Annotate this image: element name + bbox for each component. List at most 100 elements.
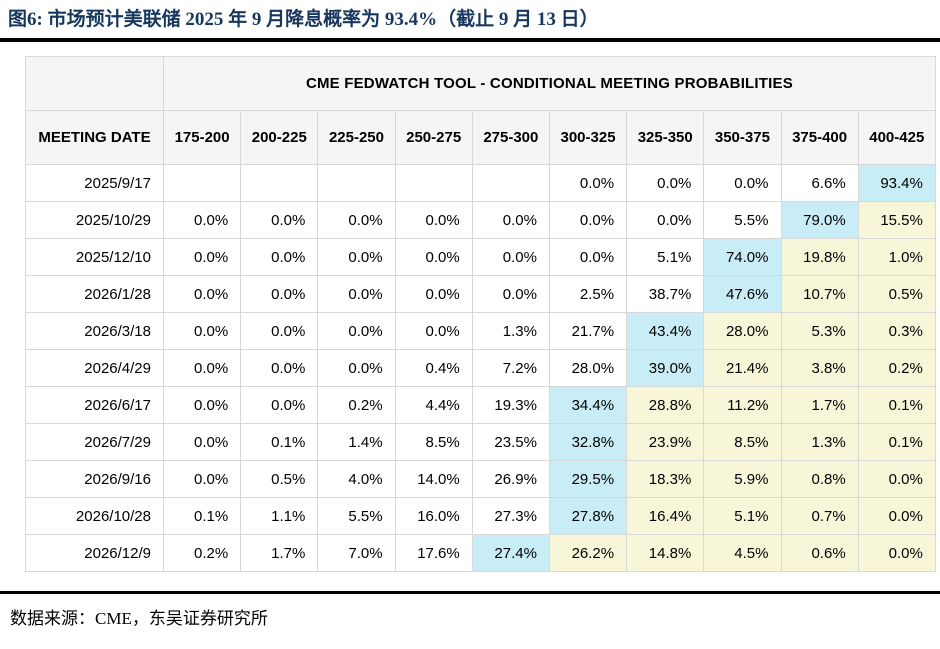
- probability-cell: 18.3%: [626, 460, 705, 498]
- probability-cell: 5.1%: [626, 238, 705, 276]
- probability-cell: 0.0%: [317, 312, 396, 350]
- probability-cell: [394, 164, 473, 202]
- data-source-note: 数据来源：CME，东吴证券研究所: [10, 609, 268, 628]
- probability-cell: 0.0%: [857, 497, 936, 535]
- probability-cell: 0.0%: [626, 164, 705, 202]
- probability-cell: 19.3%: [471, 386, 550, 424]
- probability-cell: 74.0%: [703, 238, 782, 276]
- meeting-date-cell: 2026/12/9: [25, 534, 164, 572]
- probability-cell: 5.5%: [317, 497, 396, 535]
- probability-cell: 16.0%: [394, 497, 473, 535]
- table-row: 2026/6/17 0.0% 0.0% 0.2% 4.4% 19.3% 34.4% 28.8%…: [25, 386, 936, 424]
- probability-cell: 0.6%: [780, 534, 859, 572]
- probability-cell: 93.4%: [857, 164, 936, 202]
- probability-cell: 0.0%: [240, 349, 319, 387]
- probability-cell: 6.6%: [780, 164, 859, 202]
- probability-cell: 17.6%: [394, 534, 473, 572]
- probability-cell: 2.5%: [548, 275, 628, 313]
- probability-cell: 0.0%: [162, 201, 242, 239]
- probability-cell: 0.2%: [857, 349, 936, 387]
- probability-cell: 0.1%: [240, 423, 319, 461]
- probability-cell: 0.1%: [857, 423, 936, 461]
- probability-cell: 16.4%: [626, 497, 705, 535]
- rate-bucket-header: 375-400: [780, 110, 859, 165]
- probability-cell: 28.0%: [548, 349, 628, 387]
- probability-cell: 0.0%: [394, 201, 473, 239]
- meeting-date-cell: 2025/9/17: [25, 164, 164, 202]
- probability-cell: 21.4%: [703, 349, 782, 387]
- rate-bucket-header: 225-250: [317, 110, 396, 165]
- probability-cell: 10.7%: [780, 275, 859, 313]
- probability-cell: 1.4%: [317, 423, 396, 461]
- meeting-date-cell: 2026/6/17: [25, 386, 164, 424]
- probability-cell: 0.0%: [703, 164, 782, 202]
- probability-cell: 0.0%: [162, 423, 242, 461]
- probability-cell: 0.0%: [240, 386, 319, 424]
- probability-cell: 1.3%: [471, 312, 550, 350]
- probability-cell: 28.8%: [626, 386, 705, 424]
- column-header-row: MEETING DATE 175-200 200-225 225-250 250-275…: [25, 110, 936, 165]
- probability-cell: 0.0%: [857, 460, 936, 498]
- table-row: 2026/4/29 0.0% 0.0% 0.0% 0.4% 7.2% 28.0% 39.0% 2…: [25, 349, 936, 387]
- table-row: 2025/10/29 0.0% 0.0% 0.0% 0.0% 0.0% 0.0% 0.0% 5.…: [25, 201, 936, 239]
- probability-cell: 14.8%: [626, 534, 705, 572]
- probability-cell: 5.1%: [703, 497, 782, 535]
- probability-cell: 0.0%: [162, 275, 242, 313]
- probability-cell: 7.0%: [317, 534, 396, 572]
- probability-cell: 29.5%: [548, 460, 628, 498]
- probability-cell: 0.0%: [162, 386, 242, 424]
- probability-cell: 23.5%: [471, 423, 550, 461]
- probability-cell: 26.2%: [548, 534, 628, 572]
- rate-bucket-header: 325-350: [626, 110, 705, 165]
- probability-cell: 0.2%: [162, 534, 242, 572]
- meeting-date-cell: 2026/7/29: [25, 423, 164, 461]
- probability-cell: 23.9%: [626, 423, 705, 461]
- probability-cell: 0.8%: [780, 460, 859, 498]
- table-row: 2026/12/9 0.2% 1.7% 7.0% 17.6% 27.4% 26.2% 14.8…: [25, 534, 936, 572]
- probability-cell: 27.8%: [548, 497, 628, 535]
- fedwatch-probabilities-table: CME FEDWATCH TOOL - CONDITIONAL MEETING …: [25, 56, 936, 572]
- probability-cell: 19.8%: [780, 238, 859, 276]
- table-row: 2026/7/29 0.0% 0.1% 1.4% 8.5% 23.5% 32.8% 23.9%…: [25, 423, 936, 461]
- probability-cell: 0.0%: [857, 534, 936, 572]
- rate-bucket-header: 350-375: [703, 110, 782, 165]
- probability-cell: 4.5%: [703, 534, 782, 572]
- probability-cell: 34.4%: [548, 386, 628, 424]
- probability-cell: [471, 164, 550, 202]
- probability-cell: 39.0%: [626, 349, 705, 387]
- table-row: 2025/9/17 0.0% 0.0% 0.0% 6.6% 93.4%: [25, 164, 936, 202]
- fedwatch-table-container: CME FEDWATCH TOOL - CONDITIONAL MEETING …: [25, 56, 940, 572]
- rate-bucket-header: 175-200: [162, 110, 242, 165]
- meeting-date-header: MEETING DATE: [25, 110, 164, 165]
- probability-cell: 0.0%: [162, 460, 242, 498]
- probability-cell: 0.1%: [857, 386, 936, 424]
- probability-cell: 27.3%: [471, 497, 550, 535]
- probability-cell: 0.1%: [162, 497, 242, 535]
- table-row: 2026/10/28 0.1% 1.1% 5.5% 16.0% 27.3% 27.8% 16.…: [25, 497, 936, 535]
- probability-cell: 26.9%: [471, 460, 550, 498]
- probability-cell: 0.0%: [394, 312, 473, 350]
- probability-cell: 0.5%: [240, 460, 319, 498]
- probability-cell: 4.4%: [394, 386, 473, 424]
- probability-cell: 0.0%: [317, 275, 396, 313]
- probability-cell: 1.0%: [857, 238, 936, 276]
- probability-cell: [317, 164, 396, 202]
- probability-cell: 28.0%: [703, 312, 782, 350]
- rate-bucket-header: 200-225: [240, 110, 319, 165]
- probability-cell: 21.7%: [548, 312, 628, 350]
- probability-cell: 0.0%: [240, 238, 319, 276]
- banner-row: CME FEDWATCH TOOL - CONDITIONAL MEETING …: [25, 56, 936, 111]
- probability-cell: 43.4%: [626, 312, 705, 350]
- table-banner: CME FEDWATCH TOOL - CONDITIONAL MEETING …: [163, 56, 936, 111]
- probability-cell: 79.0%: [780, 201, 859, 239]
- probability-cell: 15.5%: [857, 201, 936, 239]
- figure-title: 图6: 市场预计美联储 2025 年 9 月降息概率为 93.4%（截止 9 月…: [8, 9, 599, 30]
- rate-bucket-header: 250-275: [394, 110, 473, 165]
- table-head: CME FEDWATCH TOOL - CONDITIONAL MEETING …: [25, 56, 936, 165]
- probability-cell: 5.9%: [703, 460, 782, 498]
- probability-cell: 38.7%: [626, 275, 705, 313]
- rate-bucket-header: 400-425: [857, 110, 936, 165]
- meeting-date-cell: 2026/3/18: [25, 312, 164, 350]
- rate-bucket-header: 300-325: [548, 110, 628, 165]
- probability-cell: 0.0%: [240, 312, 319, 350]
